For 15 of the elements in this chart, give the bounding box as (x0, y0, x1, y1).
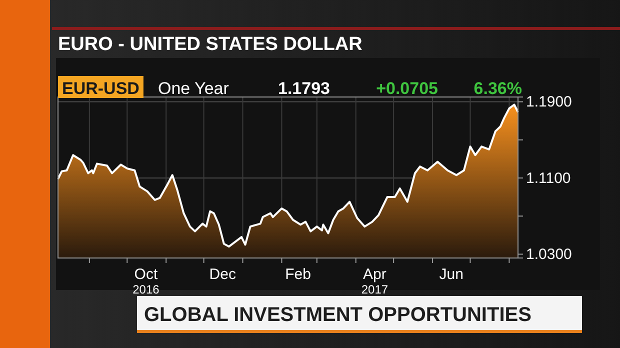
x-tick-label: Jun (439, 266, 464, 283)
x-tick-label: Dec (209, 266, 236, 283)
annotation: 6.36% (474, 79, 522, 98)
annotation: 1.1793 (278, 79, 330, 98)
y-tick-label: 1.1100 (526, 170, 571, 187)
x-tick-label: Oct 2016 (132, 266, 160, 296)
annotation: +0.0705 (376, 79, 438, 98)
chart-title: EURO - UNITED STATES DOLLAR (58, 34, 363, 55)
x-tick-label: Feb (285, 266, 311, 283)
y-tick-label: 1.0300 (526, 246, 572, 263)
annotation: One Year (158, 79, 230, 98)
text: GLOBAL INVESTMENT OPPORTUNITIES (144, 304, 532, 326)
x-tick-label: Apr 2017 (361, 266, 388, 296)
y-tick-label: 1.1900 (526, 94, 572, 111)
annotation: EUR-USD (62, 79, 140, 98)
